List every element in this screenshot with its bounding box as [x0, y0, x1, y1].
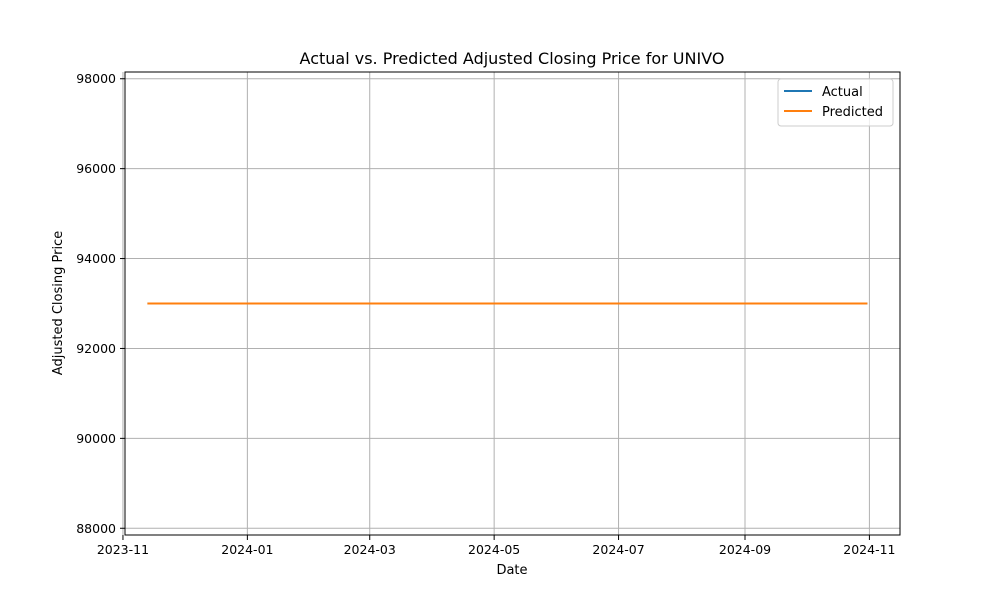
- y-axis: 88000 90000 92000 94000 96000 98000: [76, 71, 125, 536]
- legend: Actual Predicted: [777, 78, 894, 127]
- chart-title: Actual vs. Predicted Adjusted Closing Pr…: [300, 49, 725, 68]
- x-tick-label: 2024-09: [719, 542, 771, 557]
- x-tick-label: 2024-03: [344, 542, 396, 557]
- legend-label-actual: Actual: [822, 85, 863, 100]
- x-tick-label: 2024-07: [592, 542, 644, 557]
- y-tick-label: 96000: [76, 161, 116, 176]
- x-tick-label: 2024-01: [221, 542, 273, 557]
- y-tick-label: 90000: [76, 431, 116, 446]
- x-tick-label: 2023-11: [97, 542, 149, 557]
- x-tick-label: 2024-05: [468, 542, 520, 557]
- x-tick-label: 2024-11: [843, 542, 895, 557]
- y-tick-label: 98000: [76, 71, 116, 86]
- x-axis: 2023-11 2024-01 2024-03 2024-05 2024-07 2024-…: [97, 535, 896, 557]
- y-tick-label: 92000: [76, 341, 116, 356]
- legend-label-predicted: Predicted: [822, 105, 883, 120]
- plot-frame: [124, 71, 901, 536]
- x-axis-label: Date: [496, 563, 527, 578]
- y-axis-label: Adjusted Closing Price: [51, 231, 66, 375]
- y-tick-label: 88000: [76, 521, 116, 536]
- y-tick-label: 94000: [76, 251, 116, 266]
